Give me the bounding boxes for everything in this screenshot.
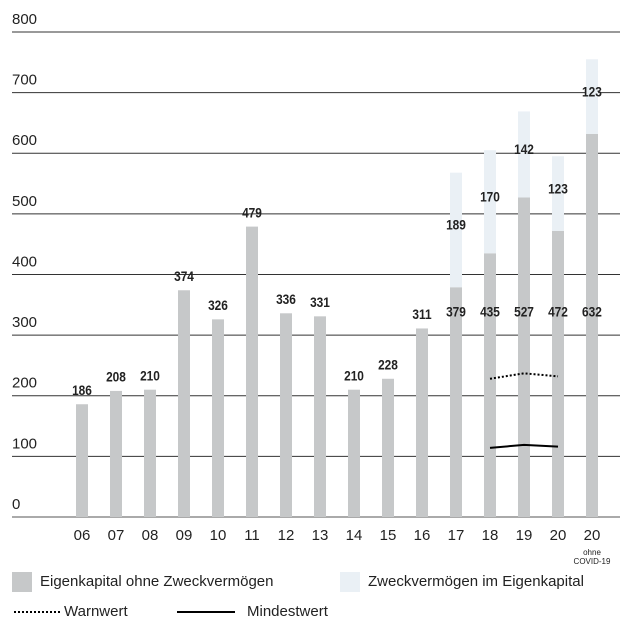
value-label: 435 [480,304,500,320]
x-tick-note: ohne [583,548,601,557]
bar [110,390,122,517]
y-tick-label: 200 [12,375,37,392]
x-tick-label: 12 [278,527,295,544]
y-tick-label: 800 [12,11,37,28]
line [489,372,559,380]
y-tick-label: 300 [12,314,37,331]
x-tick-label: 20 [550,527,567,544]
y-tick-label: 100 [12,435,37,452]
legend-swatch [12,572,32,592]
x-tick-label: 07 [108,527,125,544]
x-tick-label: 10 [210,527,227,544]
value-label: 331 [310,294,330,310]
bar [552,156,564,231]
value-label: 170 [480,189,500,205]
value-label: 142 [514,141,534,157]
legend-swatch [340,572,360,592]
value-label: 189 [446,217,466,233]
bar [382,378,394,517]
bar [552,230,564,517]
value-label: 228 [378,357,398,373]
value-label: 374 [174,268,195,284]
value-label: 632 [582,304,602,320]
x-tick-label: 19 [516,527,533,544]
y-tick-label: 0 [12,496,20,513]
x-tick-label: 18 [482,527,499,544]
bar [484,150,496,254]
value-label: 527 [514,304,534,320]
bar [518,111,530,198]
legend-label: Mindestwert [247,603,329,620]
value-label: 379 [446,304,466,320]
line [489,443,559,449]
bar [586,133,598,517]
value-label: 326 [208,297,228,313]
bar [314,316,326,517]
value-label: 123 [582,83,602,99]
value-label: 208 [106,369,126,385]
x-tick-label: 20 [584,527,601,544]
bar [450,172,462,288]
bar [212,319,224,517]
bar [518,197,530,517]
y-tick-label: 500 [12,193,37,210]
value-label: 123 [548,180,568,196]
x-tick-label: 17 [448,527,465,544]
x-tick-label: 06 [74,527,91,544]
x-tick-label: 11 [244,527,260,544]
y-tick-label: 600 [12,132,37,149]
y-tick-label: 400 [12,253,37,270]
value-label: 210 [344,367,364,383]
x-tick-label: 16 [414,527,431,544]
value-label: 210 [140,367,160,383]
bar [586,59,598,134]
bar [348,389,360,517]
x-tick-label: 15 [380,527,397,544]
bar [178,290,190,517]
value-label: 186 [72,382,92,398]
y-tick-label: 700 [12,72,37,89]
x-tick-label: 08 [142,527,159,544]
bar [246,226,258,517]
value-label: 472 [548,304,568,320]
x-tick-label: 14 [346,527,363,544]
bar [76,404,88,517]
bar [280,313,292,517]
bar [484,253,496,517]
value-label: 479 [242,204,262,220]
bar [416,328,428,517]
legend-label: Zweckvermögen im Eigenkapital [368,573,584,590]
value-label: 311 [412,306,431,322]
bar [144,389,156,517]
legend-label: Eigenkapital ohne Zweckvermögen [40,573,273,590]
x-tick-label: 13 [312,527,329,544]
x-tick-note: COVID-19 [574,557,611,566]
legend-label: Warnwert [64,603,128,620]
bar [450,287,462,517]
value-label: 336 [276,291,296,307]
x-tick-label: 09 [176,527,193,544]
